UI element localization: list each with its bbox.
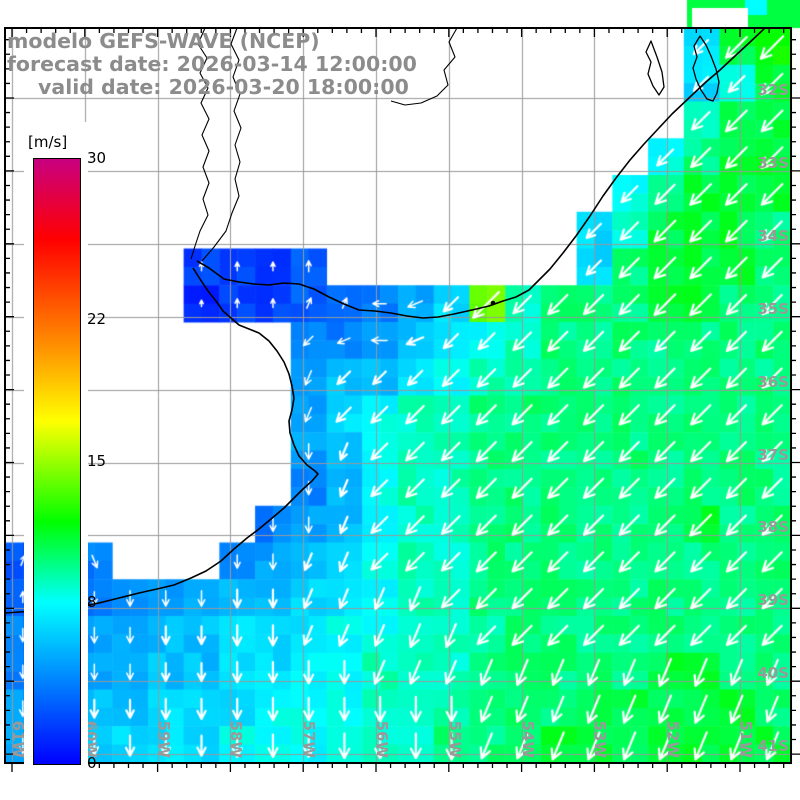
lat-label: 41S bbox=[757, 737, 789, 756]
lat-label: 38S bbox=[757, 518, 789, 537]
lat-label: 37S bbox=[757, 445, 789, 464]
chart-title: modelo GEFS-WAVE (NCEP) forecast date: 2… bbox=[7, 30, 417, 99]
colorbar-panel: [m/s] bbox=[24, 122, 88, 772]
atlantic-and-north-shore bbox=[196, 27, 766, 319]
lat-label: 34S bbox=[757, 226, 789, 245]
colorbar-tick-label: 30 bbox=[87, 149, 107, 167]
lat-label: 35S bbox=[757, 299, 789, 318]
coastal-lagoon-large bbox=[692, 35, 720, 102]
colorbar-tick-label: 15 bbox=[87, 451, 107, 470]
lon-label: 52W bbox=[664, 720, 683, 758]
lon-label: 57W bbox=[300, 720, 319, 758]
lat-label: 33S bbox=[757, 153, 789, 172]
lon-label: 56W bbox=[373, 720, 391, 758]
negro-river bbox=[390, 27, 458, 106]
title-line-model: modelo GEFS-WAVE (NCEP) bbox=[7, 29, 320, 53]
lat-label: 40S bbox=[757, 664, 789, 683]
coastal-lagoon-small bbox=[645, 40, 665, 96]
colorbar-gradient bbox=[33, 158, 81, 765]
parana-river bbox=[190, 27, 210, 260]
lon-label: 58W bbox=[227, 720, 246, 758]
colorbar-tick-label: 22 bbox=[87, 310, 107, 329]
map-frame bbox=[4, 27, 792, 764]
colorbar-tick-label: 0 bbox=[87, 754, 97, 772]
south-shore-and-coast bbox=[4, 267, 319, 614]
title-line-valid-date: valid date: 2026-03-20 18:00:00 bbox=[38, 75, 409, 99]
uruguay-river bbox=[201, 27, 242, 262]
lat-label: 32S bbox=[757, 81, 789, 99]
lat-label: 36S bbox=[757, 372, 789, 391]
lon-label: 55W bbox=[445, 720, 464, 758]
lon-label: 54W bbox=[518, 720, 537, 758]
island-dot bbox=[490, 300, 496, 306]
lon-label: 51W bbox=[737, 720, 755, 758]
lon-label: 53W bbox=[591, 720, 610, 758]
lon-label: 59W bbox=[154, 720, 173, 758]
lat-label: 39S bbox=[757, 591, 789, 610]
axis-ticks bbox=[5, 28, 800, 772]
colorbar-tick-label: 8 bbox=[87, 592, 97, 611]
title-line-forecast-date: forecast date: 2026-03-14 12:00:00 bbox=[7, 52, 417, 76]
colorbar-unit-label: [m/s] bbox=[28, 133, 68, 151]
